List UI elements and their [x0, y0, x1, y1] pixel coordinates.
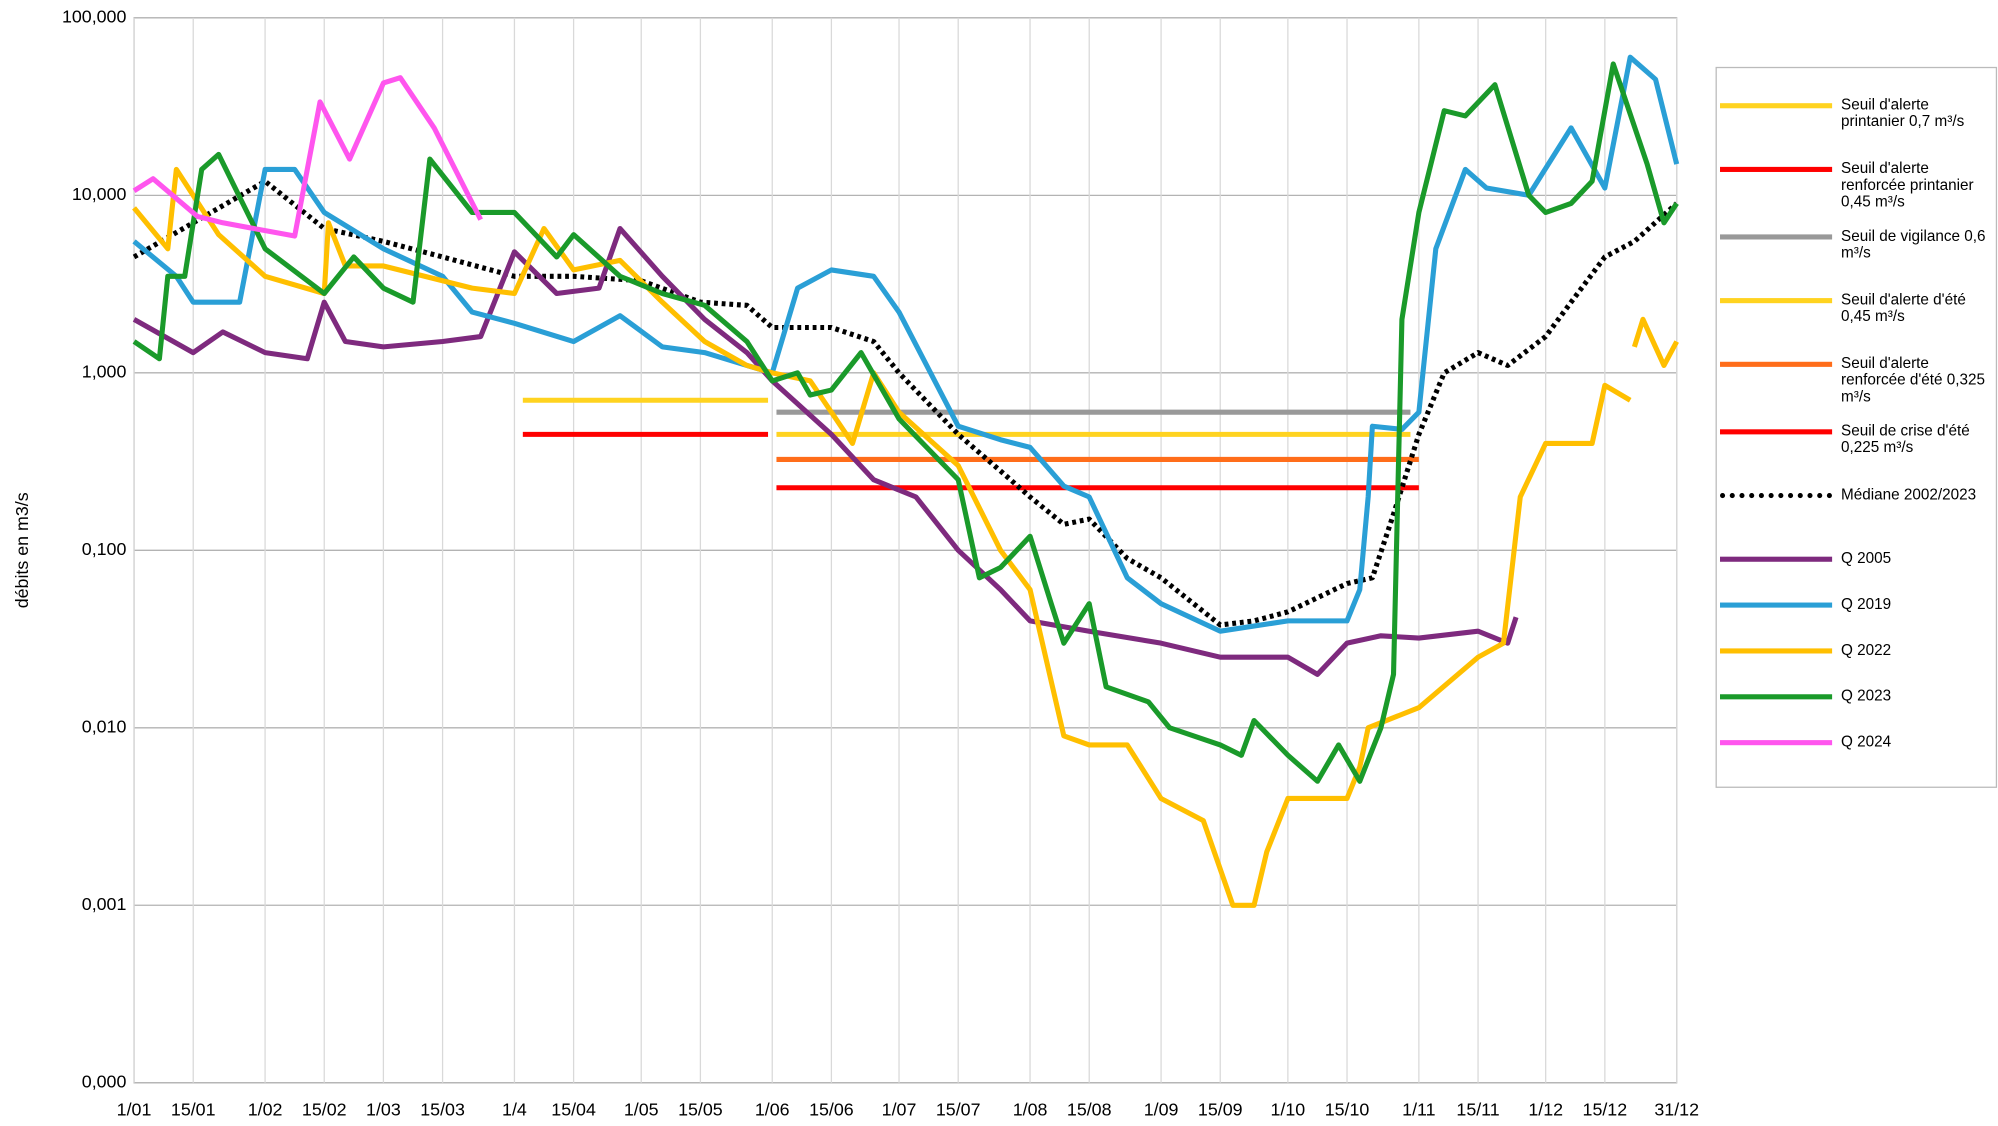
x-tick-label: 15/07	[936, 1100, 981, 1120]
series-line	[132, 75, 483, 239]
x-tick-label: 15/11	[1456, 1100, 1499, 1120]
y-axis-label: débits en m3/s	[12, 492, 32, 608]
y-tick-label: 0,100	[82, 539, 127, 559]
legend-swatch	[1720, 556, 1833, 562]
legend-label: Q 2005	[1841, 549, 1892, 567]
legend-label: Médiane 2002/2023	[1841, 485, 1977, 504]
x-tick-label: 15/02	[302, 1100, 347, 1120]
legend-box	[1715, 66, 1998, 788]
x-tick-label: 1/07	[882, 1100, 917, 1120]
legend-swatch	[1720, 103, 1833, 109]
legend-item: Seuil d'alerte renforcée d'été 0,325 m³/…	[1717, 355, 1995, 405]
legend-swatch	[1720, 166, 1833, 172]
x-tick-label: 15/03	[420, 1100, 465, 1120]
legend-label: Seuil de vigilance 0,6 m³/s	[1841, 226, 1986, 262]
legend-label: Seuil d'alerte renforcée d'été 0,325 m³/…	[1841, 354, 1986, 406]
legend-item: Seuil d'alerte renforcée printanier 0,45…	[1717, 159, 1995, 211]
legend: Seuil d'alerte printanier 0,7 m³/s Seuil …	[1717, 69, 1995, 786]
y-tick-label: 0,000	[82, 1071, 127, 1091]
legend-item: Q 2005	[1717, 550, 1995, 578]
legend-swatch	[1720, 694, 1833, 700]
legend-swatch	[1720, 602, 1833, 608]
legend-label: Seuil d'alerte d'été 0,45 m³/s	[1841, 290, 1966, 325]
legend-item: Seuil d'alerte d'été 0,45 m³/s	[1717, 290, 1995, 338]
legend-swatch	[1720, 492, 1833, 499]
x-tick-label: 15/08	[1067, 1100, 1112, 1120]
series-line	[132, 178, 1679, 628]
legend-label: Q 2022	[1841, 640, 1892, 659]
legend-swatch	[1720, 740, 1833, 746]
y-tick-label: 1,000	[82, 362, 127, 382]
x-tick-label: 15/01	[171, 1100, 216, 1120]
x-tick-label: 15/06	[809, 1100, 854, 1120]
x-tick-label: 1/12	[1528, 1100, 1563, 1120]
x-tick-label: 15/10	[1325, 1100, 1370, 1120]
legend-label: Seuil de crise d'été 0,225 m³/s	[1841, 421, 1970, 457]
legend-label: Q 2019	[1841, 594, 1892, 613]
x-tick-label: 1/05	[624, 1100, 659, 1120]
legend-item: Seuil de vigilance 0,6 m³/s	[1717, 226, 1995, 274]
legend-list: Seuil d'alerte printanier 0,7 m³/s Seuil …	[1717, 69, 1995, 786]
legend-label: Seuil d'alerte renforcée printanier 0,45…	[1841, 159, 1974, 211]
legend-label: Q 2024	[1841, 732, 1892, 751]
x-tick-label: 1/03	[366, 1100, 401, 1120]
x-tick-label: 15/04	[551, 1100, 596, 1120]
x-tick-label: 15/05	[678, 1100, 723, 1120]
x-tick-label: 31/12	[1654, 1100, 1699, 1120]
y-tick-label: 100,000	[62, 7, 127, 27]
legend-item: Seuil d'alerte printanier 0,7 m³/s	[1717, 95, 1995, 143]
legend-item: Q 2022	[1717, 640, 1995, 670]
legend-swatch	[1720, 648, 1833, 654]
series-line	[132, 54, 1680, 634]
y-tick-label: 0,001	[82, 894, 127, 914]
x-tick-label: 1/08	[1013, 1100, 1048, 1120]
x-tick-label: 1/01	[117, 1100, 152, 1120]
legend-item: Q 2023	[1717, 686, 1995, 716]
y-tick-label: 10,000	[72, 184, 127, 204]
legend-item: Q 2024	[1717, 732, 1995, 762]
x-tick-label: 15/09	[1198, 1100, 1243, 1120]
legend-swatch	[1720, 429, 1833, 435]
series-line	[132, 61, 1679, 784]
x-tick-label: 1/09	[1144, 1100, 1179, 1120]
series-line	[132, 166, 1632, 908]
legend-label: Q 2023	[1841, 686, 1892, 705]
legend-item: Seuil de crise d'été 0,225 m³/s	[1717, 421, 1995, 469]
series-line	[1631, 316, 1679, 369]
legend-swatch	[1720, 234, 1833, 240]
x-tick-label: 1/02	[248, 1100, 283, 1120]
legend-item: Médiane 2002/2023	[1717, 485, 1995, 533]
y-tick-label: 0,010	[82, 717, 127, 737]
x-tick-label: 15/12	[1583, 1100, 1628, 1120]
legend-item: Q 2019	[1717, 596, 1995, 624]
x-tick-label: 1/4	[502, 1100, 527, 1120]
legend-swatch	[1720, 361, 1833, 367]
x-tick-label: 1/10	[1271, 1100, 1306, 1120]
legend-label: Seuil d'alerte printanier 0,7 m³/s	[1841, 95, 1965, 130]
x-tick-label: 1/11	[1402, 1100, 1435, 1120]
legend-swatch	[1720, 298, 1833, 304]
x-tick-label: 1/06	[755, 1100, 790, 1120]
